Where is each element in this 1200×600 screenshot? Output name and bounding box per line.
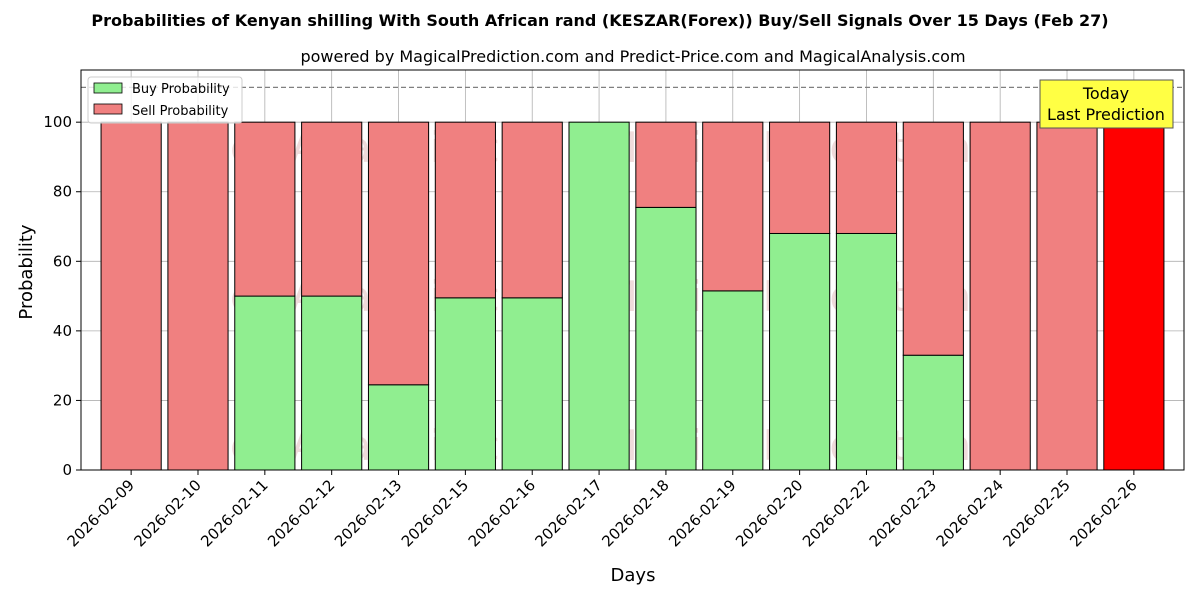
buy-bar xyxy=(367,384,430,471)
y-axis-label: Probability xyxy=(16,224,37,319)
x-axis-label: Days xyxy=(611,565,656,586)
chart-subtitle: powered by MagicalPrediction.com and Pre… xyxy=(300,47,965,66)
chart-title: Probabilities of Kenyan shilling With So… xyxy=(91,11,1108,30)
x-tick-label: 2026-02-25 xyxy=(999,476,1073,550)
sell-bar xyxy=(234,121,296,297)
sell-bar xyxy=(301,121,363,297)
buy-bar xyxy=(635,206,697,471)
y-tick-label: 80 xyxy=(53,183,72,201)
x-tick-label: 2026-02-12 xyxy=(264,476,338,550)
buy-bar xyxy=(434,297,496,471)
x-tick-label: 2026-02-22 xyxy=(799,476,873,550)
x-tick-label: 2026-02-15 xyxy=(398,476,472,550)
legend: Buy Probability Sell Probability xyxy=(87,76,243,124)
sell-bar xyxy=(635,121,697,208)
buy-bar xyxy=(769,232,831,471)
legend-sell-label: Sell Probability xyxy=(132,104,229,119)
x-tick-label: 2026-02-20 xyxy=(732,476,806,550)
x-tick-label: 2026-02-13 xyxy=(331,476,405,550)
x-axis: 2026-02-092026-02-102026-02-112026-02-12… xyxy=(64,470,1141,550)
x-tick-label: 2026-02-09 xyxy=(64,476,138,550)
sell-bar xyxy=(835,121,898,234)
buy-bar xyxy=(301,295,363,471)
annotation-box xyxy=(1039,79,1174,129)
sell-bar xyxy=(1036,121,1098,471)
x-tick-label: 2026-02-19 xyxy=(665,476,739,550)
legend-sell-swatch xyxy=(93,103,123,115)
x-tick-label: 2026-02-16 xyxy=(465,476,539,550)
sell-bar xyxy=(902,121,964,356)
annotation-line1: Today xyxy=(1082,84,1129,103)
x-tick-label: 2026-02-10 xyxy=(130,476,204,550)
sell-bar xyxy=(501,121,563,299)
legend-buy-label: Buy Probability xyxy=(132,82,230,97)
annotation-line2: Last Prediction xyxy=(1047,105,1165,124)
sell-bar xyxy=(702,121,764,292)
y-tick-label: 40 xyxy=(53,322,72,340)
buy-bar xyxy=(568,121,630,471)
legend-box xyxy=(87,76,243,124)
bars xyxy=(100,121,1165,471)
legend-buy-swatch xyxy=(93,82,123,94)
buy-bar xyxy=(835,232,898,471)
y-tick-label: 60 xyxy=(53,252,72,270)
sell-bar-highlight xyxy=(1103,121,1165,471)
sell-bar xyxy=(100,121,162,471)
plot-frame xyxy=(80,69,1185,471)
sell-bar xyxy=(167,121,229,471)
buy-bar xyxy=(501,297,563,471)
buy-bar xyxy=(702,290,764,471)
sell-bar xyxy=(367,121,430,386)
y-tick-label: 20 xyxy=(53,391,72,409)
sell-bar xyxy=(434,121,496,299)
y-tick-label: 100 xyxy=(43,113,72,131)
today-annotation: Today Last Prediction xyxy=(1039,79,1174,129)
sell-bar xyxy=(769,121,831,234)
x-tick-label: 2026-02-17 xyxy=(532,476,606,550)
x-tick-label: 2026-02-24 xyxy=(933,476,1007,550)
sell-bar xyxy=(969,121,1031,471)
buy-bar xyxy=(902,354,964,471)
x-tick-label: 2026-02-18 xyxy=(598,476,672,550)
x-tick-label: 2026-02-11 xyxy=(197,476,271,550)
y-axis: 0 20 40 60 80 100 xyxy=(43,113,81,479)
buy-bar xyxy=(234,295,296,471)
y-tick-label: 0 xyxy=(62,461,72,479)
x-tick-label: 2026-02-26 xyxy=(1066,476,1140,550)
x-tick-label: 2026-02-23 xyxy=(866,476,940,550)
